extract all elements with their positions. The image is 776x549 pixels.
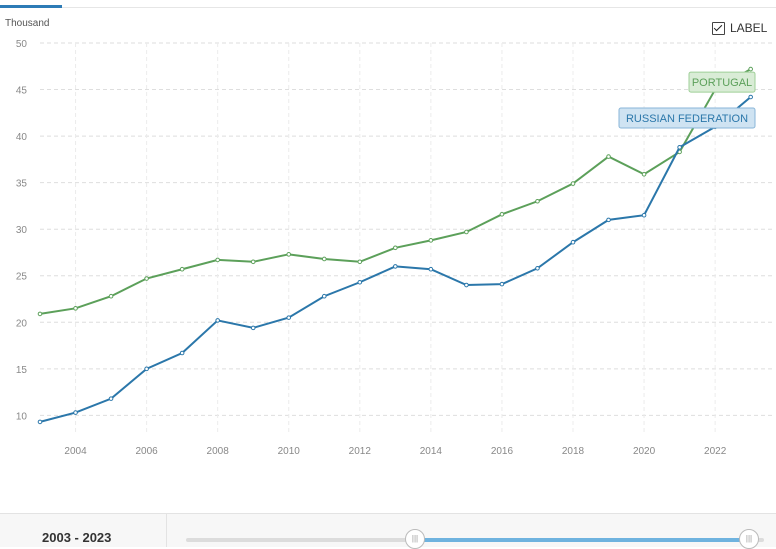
series-label-box [618,107,756,129]
data-point [641,171,647,177]
x-tick-label: 2022 [704,446,727,457]
data-point [570,239,576,245]
range-footer: 2003 - 2023 ||| ||| [0,513,776,549]
data-point [499,211,505,217]
data-point [37,419,43,425]
series-lines [37,66,753,425]
label-toggle-text: LABEL [730,21,768,35]
x-axis-ticks: 2004 2006 2008 2010 2012 2014 2016 2018 2020 2022 [64,446,726,457]
data-point [321,256,327,262]
data-point [393,245,398,251]
active-tab-indicator[interactable] [0,5,62,8]
data-point [606,217,611,223]
series-end-label: RUSSIAN FEDERATION [618,107,756,129]
y-tick-label: 10 [16,411,28,422]
data-point [250,325,256,331]
checkbox-checked-icon[interactable] [712,21,725,35]
data-point [606,154,611,159]
range-slider-fill [416,538,750,542]
x-tick-label: 2014 [420,446,443,457]
data-point [286,252,292,257]
y-tick-label: 30 [16,225,28,236]
data-point [321,293,327,299]
data-point [464,229,469,235]
y-tick-label: 15 [16,365,28,376]
data-point [144,366,149,372]
data-point [428,266,434,272]
grid-lines [40,42,772,434]
range-text: 2003 - 2023 [42,530,112,545]
data-point [499,281,505,287]
x-tick-label: 2006 [135,446,158,457]
data-point [286,315,292,320]
data-point [748,94,753,100]
y-tick-label: 35 [16,179,28,190]
data-point [641,212,647,218]
y-tick-label: 25 [16,272,28,283]
data-point [535,198,540,204]
range-label-box: 2003 - 2023 [0,514,167,547]
header-divider [0,7,776,8]
data-point [108,396,114,401]
x-tick-label: 2020 [633,446,656,457]
data-point [144,276,149,281]
label-toggle[interactable]: LABEL [712,21,767,35]
y-tick-label: 40 [16,132,28,143]
y-tick-label: 20 [16,318,28,329]
data-point [570,181,576,186]
data-point [428,238,434,243]
y-axis-ticks: 10 15 20 25 30 35 40 45 50 [16,39,28,422]
series-end-label: PORTUGAL [688,71,756,93]
data-point [357,259,363,265]
x-tick-label: 2008 [207,446,230,457]
data-point [37,311,43,317]
data-point [179,350,185,356]
series-labels: PORTUGAL RUSSIAN FEDERATION [618,71,756,129]
y-tick-label: 50 [16,39,28,50]
data-point [393,264,398,269]
data-point [73,410,78,415]
range-end-handle[interactable]: ||| [739,529,759,549]
data-point [108,293,114,299]
data-point [357,279,363,285]
series-label-text: PORTUGAL [692,77,752,89]
y-tick-label: 45 [16,86,28,97]
x-tick-label: 2018 [562,446,585,457]
x-tick-label: 2012 [349,446,372,457]
data-point [215,257,220,263]
series-label-box [688,71,756,93]
data-point [748,66,753,72]
series-label-text: RUSSIAN FEDERATION [626,113,748,125]
data-point [73,306,78,311]
x-tick-label: 2004 [64,446,87,457]
range-start-handle[interactable]: ||| [405,529,425,549]
data-point [250,259,256,265]
x-tick-label: 2016 [491,446,514,457]
data-point [215,318,220,323]
x-tick-label: 2010 [278,446,301,457]
data-point [179,266,185,272]
data-point [677,144,682,150]
data-point [464,282,469,288]
y-axis-label: Thousand [5,18,49,29]
data-point [535,265,540,271]
